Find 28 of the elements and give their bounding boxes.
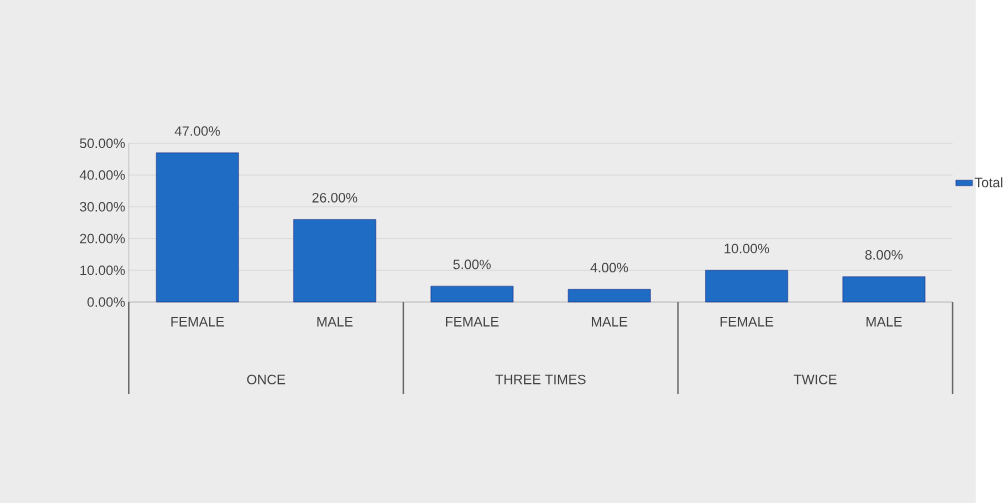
y-tick-label: 30.00% — [79, 201, 125, 212]
x-tick-label: FEMALE — [720, 316, 774, 327]
data-label: 10.00% — [724, 243, 770, 254]
x-tick-label: FEMALE — [446, 316, 499, 327]
x-tick-label: FEMALE — [171, 316, 224, 327]
bar — [430, 285, 514, 303]
text: TWICE — [793, 374, 837, 385]
y-tick-label: 10.00% — [80, 265, 125, 275]
data-label: 4.00% — [590, 262, 629, 273]
y-tick-label: 20.00% — [80, 233, 125, 244]
data-label: 26.00% — [312, 192, 358, 203]
data-label: 8.00% — [865, 249, 903, 260]
x-tick-label: MALE — [317, 316, 353, 327]
data-label: 47.00% — [174, 126, 220, 136]
bar — [705, 269, 788, 303]
x-tick-label: MALE — [866, 316, 902, 327]
x-tick-label: MALE — [591, 316, 628, 327]
text: ONCE — [247, 374, 286, 385]
data-label: 5.00% — [453, 259, 491, 269]
bar — [293, 219, 377, 303]
text: THREE TIMES — [495, 374, 586, 385]
bar — [156, 152, 239, 303]
bar — [842, 276, 926, 303]
y-tick-label: 50.00% — [79, 138, 125, 148]
y-tick-label: 0.00% — [87, 297, 125, 307]
y-tick-label: 40.00% — [79, 170, 125, 180]
bar — [567, 288, 651, 303]
legend-label: Total — [974, 177, 1003, 188]
